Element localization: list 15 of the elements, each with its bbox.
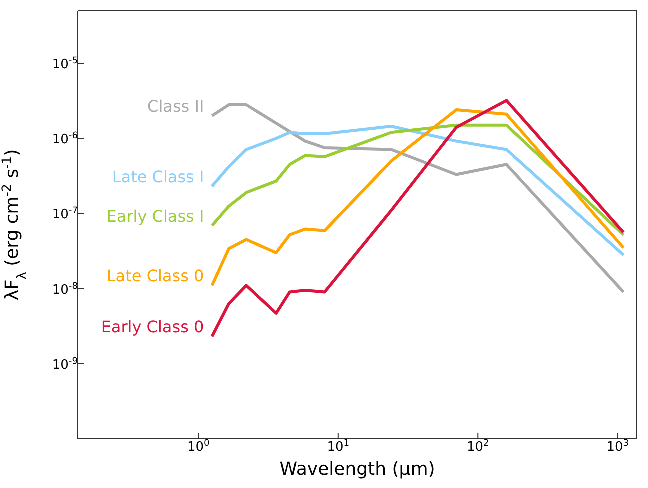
y-tick-label: 10$^{-5}$ [52,56,78,72]
series-label: Late Class I [112,168,204,187]
series-label: Class II [148,96,204,116]
x-tick-label: 10$^{1}$ [327,439,350,455]
y-tick-label: 10$^{-8}$ [52,282,78,298]
x-tick-label: 10$^{0}$ [187,439,210,455]
series-label: Early Class I [106,206,204,226]
series-label: Early Class 0 [101,318,204,337]
y-tick-label: 10$^{-6}$ [52,132,78,148]
x-axis-title: Wavelength (μm) [280,459,436,480]
series-label: Late Class 0 [106,266,204,286]
y-tick-label: 10$^{-7}$ [52,206,78,223]
y-tick-label: 10$^{-9}$ [52,356,78,373]
x-tick-label: 10$^{3}$ [606,439,630,455]
x-tick-label: 10$^{2}$ [466,439,490,455]
